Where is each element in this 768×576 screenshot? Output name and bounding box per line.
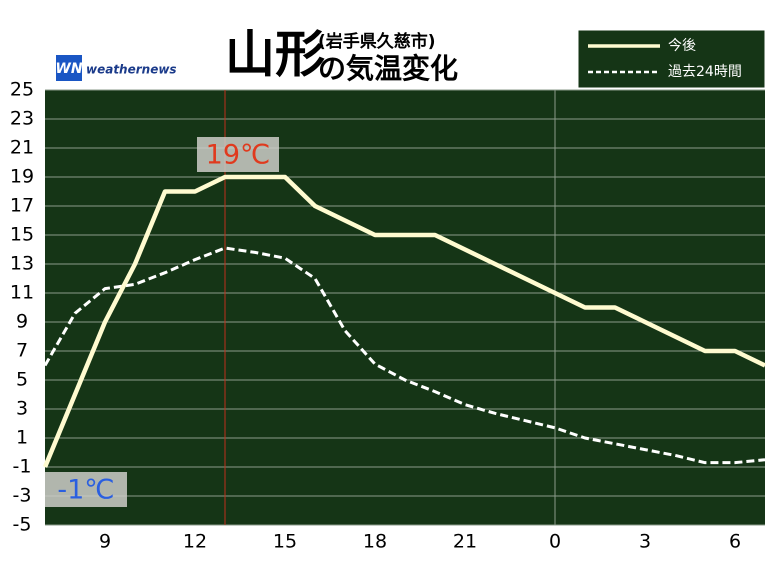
x-tick-label: 21 bbox=[453, 531, 477, 553]
y-tick-label: 21 bbox=[10, 137, 34, 159]
y-tick-label: 17 bbox=[10, 195, 34, 217]
y-tick-label: 15 bbox=[10, 224, 34, 246]
chart-title-suffix: の気温変化 bbox=[318, 52, 458, 85]
y-tick-label: 11 bbox=[10, 282, 34, 304]
x-tick-label: 18 bbox=[363, 531, 387, 553]
logo-box bbox=[56, 55, 82, 81]
series-line bbox=[42, 174, 766, 468]
x-tick-label: 9 bbox=[99, 531, 111, 553]
chart-title: 山形 bbox=[225, 26, 325, 84]
x-tick-label: 0 bbox=[549, 531, 561, 553]
y-tick-label: 13 bbox=[10, 253, 34, 275]
y-tick-label: 25 bbox=[10, 79, 34, 101]
logo-mark: WN bbox=[55, 61, 82, 77]
x-tick-label: 3 bbox=[639, 531, 651, 553]
plot-background bbox=[45, 90, 765, 525]
legend-label: 今後 bbox=[668, 38, 696, 54]
x-tick-label: 12 bbox=[183, 531, 207, 553]
legend-box bbox=[577, 29, 766, 89]
chart-subtitle: (岩手県久慈市) bbox=[318, 31, 436, 52]
y-tick-label: -3 bbox=[13, 485, 32, 507]
annotation-box bbox=[45, 472, 127, 507]
y-tick-label: -1 bbox=[13, 456, 32, 478]
legend-label: 過去24時間 bbox=[668, 64, 742, 80]
y-tick-label: 5 bbox=[16, 369, 28, 391]
annotation-box bbox=[197, 137, 279, 172]
series-line bbox=[43, 246, 766, 465]
annotation-label: 19℃ bbox=[206, 140, 271, 171]
y-tick-label: 7 bbox=[16, 340, 28, 362]
y-tick-label: 3 bbox=[16, 398, 28, 420]
x-tick-label: 6 bbox=[729, 531, 741, 553]
annotation-label: -1℃ bbox=[57, 475, 114, 506]
y-tick-label: 1 bbox=[16, 427, 28, 449]
logo-text: weathernews bbox=[86, 63, 177, 77]
y-tick-label: 23 bbox=[10, 108, 34, 130]
y-tick-label: 19 bbox=[10, 166, 34, 188]
y-tick-label: 9 bbox=[16, 311, 28, 333]
x-tick-label: 15 bbox=[273, 531, 297, 553]
y-tick-label: -5 bbox=[13, 514, 32, 536]
